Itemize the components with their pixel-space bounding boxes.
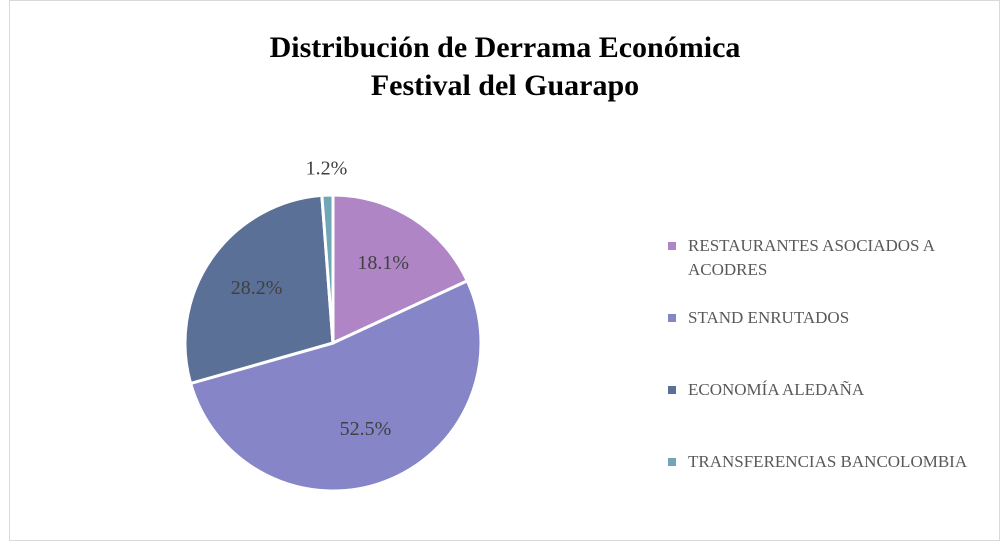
- legend-item: TRANSFERENCIAS BANCOLOMBIA: [668, 450, 988, 522]
- legend-swatch: [668, 386, 676, 394]
- legend-swatch: [668, 314, 676, 322]
- legend-item: ECONOMÍA ALEDAÑA: [668, 378, 988, 450]
- pie-slice: [331, 193, 470, 346]
- chart-title: Distribución de Derrama Económica: [270, 31, 741, 64]
- chart-title: Festival del Guarapo: [371, 69, 639, 102]
- legend-item: RESTAURANTES ASOCIADOS A ACODRES: [668, 234, 988, 306]
- legend-label: RESTAURANTES ASOCIADOS A ACODRES: [688, 236, 935, 279]
- pie-slice: [183, 193, 335, 386]
- chart-frame: [9, 0, 1000, 541]
- legend-swatch: [668, 458, 676, 466]
- legend-label: TRANSFERENCIAS BANCOLOMBIA: [688, 452, 968, 471]
- legend-label: STAND ENRUTADOS: [688, 308, 850, 327]
- legend-swatch: [668, 242, 676, 250]
- data-label: 52.5%: [340, 418, 392, 440]
- pie-slice: [320, 193, 335, 344]
- legend-label: ECONOMÍA ALEDAÑA: [688, 380, 865, 399]
- legend-item: STAND ENRUTADOS: [668, 306, 988, 378]
- data-label: 28.2%: [231, 277, 283, 299]
- legend: RESTAURANTES ASOCIADOS A ACODRES STAND EN…: [668, 234, 988, 522]
- pie-slice: [188, 278, 483, 493]
- data-label: 1.2%: [306, 158, 348, 180]
- data-label: 18.1%: [357, 252, 409, 274]
